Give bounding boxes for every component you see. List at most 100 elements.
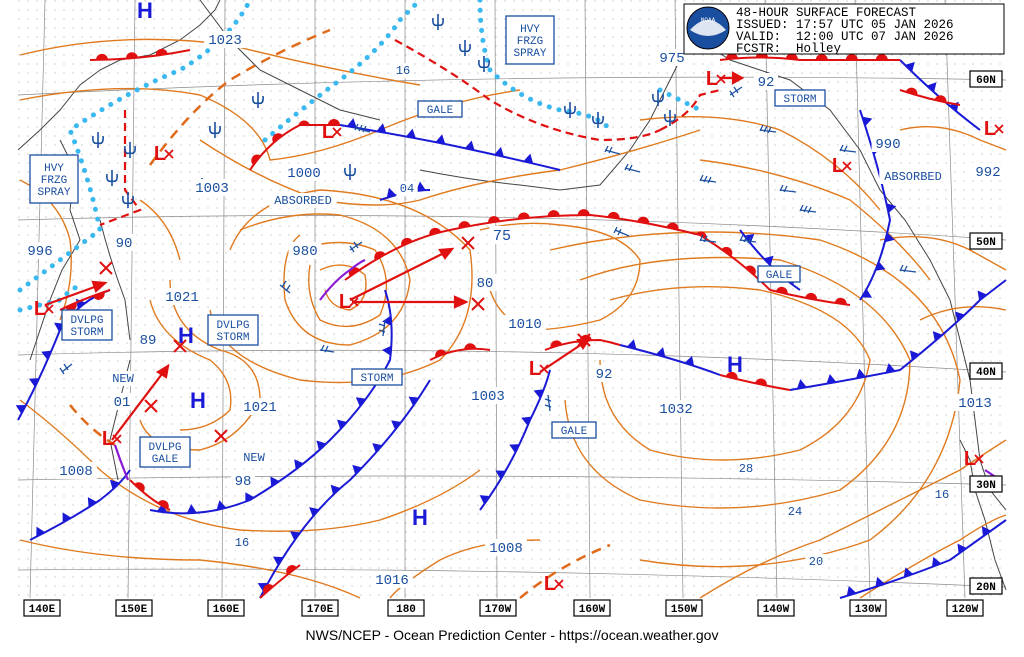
noaa-logo-text: NOAA [701, 17, 716, 24]
pressure-label: NEW [112, 372, 134, 386]
warning-box-label: DVLPG STORM [70, 315, 103, 339]
lon-label: 150W [671, 604, 698, 616]
pressure-label: 16 [396, 64, 410, 78]
warning-box-label: STORM [783, 94, 816, 106]
low-symbol: L [529, 358, 541, 380]
footer-credit: NWS/NCEP - Ocean Prediction Center - htt… [306, 627, 719, 643]
pressure-label: 1003 [195, 181, 229, 197]
troughs [69, 28, 611, 599]
lon-label: 130W [855, 604, 882, 616]
lat-label: 30N [976, 480, 996, 492]
pressure-label: 980 [292, 244, 317, 260]
pressure-label: 24 [788, 505, 802, 519]
pressure-label: 1032 [659, 402, 693, 418]
header-block: NOAA 48-HOUR SURFACE FORECAST ISSUED: 17… [683, 3, 1005, 56]
warning-box-label: DVLPG GALE [148, 442, 181, 466]
pressure-label: 01 [114, 395, 131, 411]
low-symbol: L [544, 573, 556, 595]
pressure-label: 992 [975, 165, 1000, 181]
pressure-label: 98 [235, 474, 252, 490]
pressure-label: 1010 [508, 317, 542, 333]
warning-box-label: GALE [561, 426, 588, 438]
pressure-label: 990 [875, 137, 900, 153]
lat-label: 60N [976, 75, 996, 87]
pressure-label: ABSORBED [884, 170, 942, 184]
pressure-label: 1013 [958, 396, 992, 412]
warning-box-label: GALE [427, 105, 454, 117]
pressure-label: 20 [809, 555, 823, 569]
high-symbol: H [727, 352, 743, 377]
lat-label: 20N [976, 582, 996, 594]
lon-label: 150E [121, 604, 148, 616]
warning-box-label: DVLPG STORM [216, 320, 249, 344]
freezing-spray-symbols [92, 14, 676, 208]
lon-label: 160E [213, 604, 240, 616]
pressure-label: 75 [493, 228, 511, 245]
pressure-label: 16 [235, 536, 249, 550]
lat-label: 40N [976, 367, 996, 379]
pressure-label: 92 [758, 75, 775, 91]
high-symbol: H [412, 505, 428, 530]
forecast-title: 48-HOUR SURFACE FORECAST [736, 6, 917, 20]
lon-label: 120W [952, 604, 979, 616]
longitude-labels: 140E 150E 160E 170E 180 170W 160W 150W 140W 130W 1… [23, 599, 984, 617]
lon-label: 140W [763, 604, 790, 616]
pressure-label: 1003 [471, 389, 505, 405]
pressure-label: 04 [400, 182, 414, 196]
high-symbol: H [178, 323, 194, 348]
cold-front-symbols [15, 61, 992, 596]
low-symbol: L [34, 298, 46, 320]
pressure-label: 1008 [489, 541, 523, 557]
pressure-label: 80 [477, 276, 494, 292]
lon-label: 160W [579, 604, 606, 616]
warning-box-label: HVY FRZG SPRAY [513, 24, 546, 60]
low-symbol: L [832, 155, 844, 177]
warning-box-label: STORM [360, 373, 393, 385]
pressure-label: 89 [140, 333, 157, 349]
low-symbol: L [102, 428, 114, 450]
wind-barbs [59, 86, 917, 412]
high-pressure-centers: H H H H H [137, 0, 743, 530]
pressure-label: 1000 [287, 166, 321, 182]
pressure-label: 996 [27, 244, 52, 260]
pressure-label: 975 [659, 51, 684, 67]
pressure-label: NEW [243, 451, 265, 465]
future-positions [99, 236, 591, 443]
low-symbol: L [964, 448, 976, 470]
motion-arrows [44, 71, 745, 441]
warm-fronts [59, 49, 961, 599]
pressure-label: ABSORBED [274, 194, 332, 208]
pressure-labels: 1023 16 975 92 990 992 1000 ABSORBED 1003 04 996 90… [23, 31, 1005, 589]
lat-label: 50N [976, 237, 996, 249]
pressure-label: 1021 [243, 400, 277, 416]
latitude-labels: 60N 50N 40N 30N 20N [969, 70, 1003, 595]
low-symbol: L [984, 118, 996, 140]
warning-box-label: HVY FRZG SPRAY [37, 163, 70, 199]
pressure-label: 92 [596, 367, 613, 383]
low-symbol: L [154, 143, 166, 165]
forecaster: FCSTR: Holley [736, 42, 842, 56]
pressure-label: 28 [739, 462, 753, 476]
low-symbol: L [322, 121, 334, 143]
lon-label: 170E [307, 604, 334, 616]
low-pressure-centers: L L L L L L L L L L L [34, 68, 1004, 595]
low-symbol: L [706, 68, 718, 90]
lon-label: 180 [396, 604, 416, 616]
pressure-label: 1021 [165, 290, 199, 306]
issued-time: ISSUED: 17:57 UTC 05 JAN 2026 [736, 18, 954, 32]
valid-time: VALID: 12:00 UTC 07 JAN 2026 [736, 30, 954, 44]
lon-label: 140E [29, 604, 56, 616]
pressure-label: 90 [116, 236, 133, 252]
lon-label: 170W [485, 604, 512, 616]
warning-boxes: HVY FRZG SPRAY HVY FRZG SPRAY GALE STORM GALE DVL… [29, 15, 826, 468]
pressure-label: 16 [935, 488, 949, 502]
low-symbol: L [339, 291, 351, 313]
pressure-label: 1008 [59, 464, 93, 480]
warning-box-label: GALE [766, 270, 793, 282]
pressure-label: 1016 [375, 573, 409, 589]
high-symbol: H [190, 388, 206, 413]
high-symbol: H [137, 0, 153, 23]
pressure-label: 1023 [208, 33, 242, 49]
